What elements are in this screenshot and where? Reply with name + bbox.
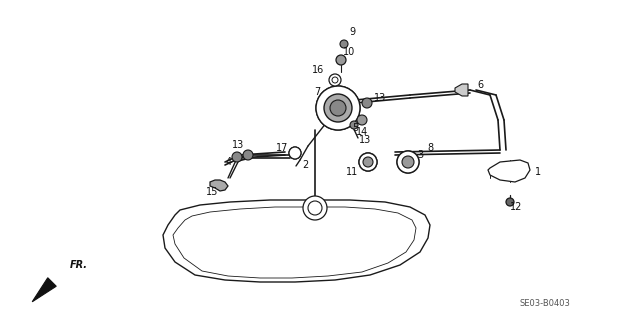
Text: SE03-B0403: SE03-B0403 xyxy=(519,299,570,308)
Text: 6: 6 xyxy=(477,80,483,90)
Circle shape xyxy=(324,94,352,122)
Text: 8: 8 xyxy=(427,143,433,153)
Circle shape xyxy=(402,156,414,168)
Circle shape xyxy=(303,196,327,220)
Circle shape xyxy=(289,147,301,159)
Text: 1: 1 xyxy=(535,167,541,177)
Circle shape xyxy=(332,77,338,83)
Text: 11: 11 xyxy=(346,167,358,177)
Circle shape xyxy=(308,201,322,215)
Polygon shape xyxy=(455,84,468,96)
Circle shape xyxy=(336,55,346,65)
Text: 9: 9 xyxy=(349,27,355,37)
Circle shape xyxy=(289,147,301,159)
Circle shape xyxy=(340,40,348,48)
Text: 4: 4 xyxy=(226,157,232,167)
Circle shape xyxy=(316,86,360,130)
Polygon shape xyxy=(210,180,228,191)
Circle shape xyxy=(330,100,346,116)
Text: 10: 10 xyxy=(343,47,355,57)
Polygon shape xyxy=(163,200,430,282)
Text: 14: 14 xyxy=(356,127,368,137)
Text: 15: 15 xyxy=(206,187,218,197)
Text: 3: 3 xyxy=(417,150,423,160)
Circle shape xyxy=(350,121,358,129)
Text: 5: 5 xyxy=(352,123,358,133)
Circle shape xyxy=(359,153,377,171)
Text: 13: 13 xyxy=(232,140,244,150)
Text: 2: 2 xyxy=(302,160,308,170)
Circle shape xyxy=(359,153,377,171)
Text: 12: 12 xyxy=(510,202,522,212)
Text: 16: 16 xyxy=(312,65,324,75)
Text: 13: 13 xyxy=(359,135,371,145)
Text: 7: 7 xyxy=(314,87,320,97)
Circle shape xyxy=(329,74,341,86)
Circle shape xyxy=(232,152,242,162)
Circle shape xyxy=(397,151,419,173)
Circle shape xyxy=(363,157,373,167)
Text: FR.: FR. xyxy=(70,260,88,270)
Text: 17: 17 xyxy=(276,143,288,153)
Text: 13: 13 xyxy=(374,93,386,103)
Circle shape xyxy=(316,86,360,130)
Circle shape xyxy=(362,98,372,108)
Circle shape xyxy=(243,150,253,160)
Circle shape xyxy=(357,115,367,125)
Circle shape xyxy=(397,151,419,173)
Polygon shape xyxy=(488,160,530,182)
Circle shape xyxy=(506,198,514,206)
Polygon shape xyxy=(32,278,56,302)
